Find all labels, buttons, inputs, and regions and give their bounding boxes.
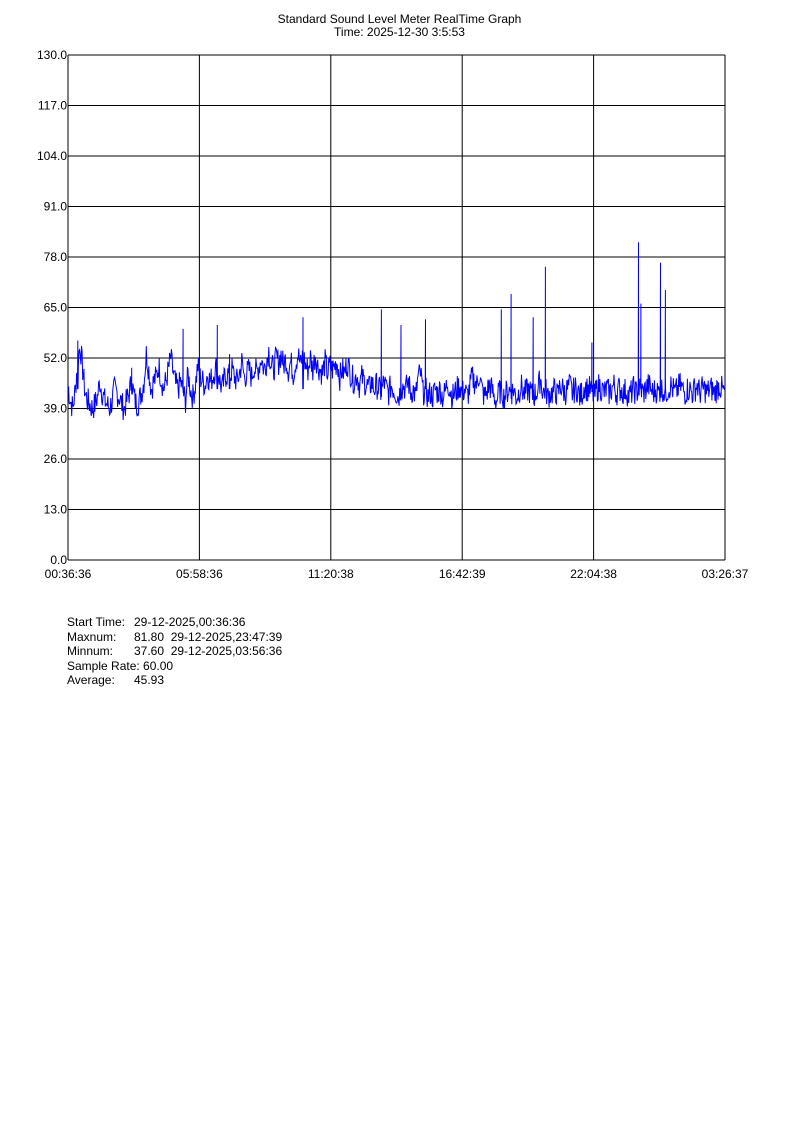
y-tick-label: 52.0 — [44, 351, 68, 365]
stat-min-label: Minnum: — [67, 644, 114, 658]
stat-max-value: 81.80 29-12-2025,23:47:39 — [134, 629, 283, 644]
sound-level-chart: 0.0 13.0 26.0 39.0 52.0 65.0 78.0 91.0 104.0 117.… — [37, 48, 749, 581]
stat-avg-value: 45.93 — [134, 673, 165, 687]
y-tick-label: 39.0 — [44, 402, 68, 416]
grid-layer — [67, 54, 726, 561]
x-tick-label: 22:04:38 — [570, 567, 617, 581]
y-tick-label: 65.0 — [44, 301, 68, 315]
stat-average: Average: 45.93 — [67, 673, 282, 688]
chart-title: Standard Sound Level Meter RealTime Grap… — [277, 12, 522, 26]
y-tick-label: 91.0 — [44, 200, 68, 214]
chart-subtitle: Time: 2025-12-30 3:5:53 — [334, 25, 465, 39]
x-tick-label: 11:20:38 — [308, 567, 354, 581]
y-tick-label: 13.0 — [44, 503, 68, 517]
axis-label-layer: 0.0 13.0 26.0 39.0 52.0 65.0 78.0 91.0 104.0 117.… — [37, 48, 749, 581]
sound-level-series-line — [67, 242, 726, 421]
stat-min: Minnum: 37.60 29-12-2025,03:56:36 — [67, 644, 282, 659]
stat-rate-label: Sample Rate: — [67, 658, 140, 673]
stat-avg-label: Average: — [67, 673, 115, 687]
y-tick-label: 104.0 — [37, 149, 67, 163]
y-tick-label: 0.0 — [50, 553, 67, 567]
stat-max: Maxnum: 81.80 29-12-2025,23:47:39 — [67, 630, 282, 645]
statistics-panel: Start Time: 29-12-2025,00:36:36 Maxnum: 81… — [67, 615, 282, 688]
stat-start-label: Start Time: — [67, 615, 126, 629]
stat-sample-rate: Sample Rate: 60.00 — [67, 659, 282, 674]
stat-rate-value: 60.00 — [143, 658, 174, 673]
x-tick-label: 00:36:36 — [45, 567, 92, 581]
y-tick-label: 26.0 — [44, 452, 68, 466]
x-tick-label: 05:58:36 — [176, 567, 223, 581]
chart-title-block: Standard Sound Level Meter RealTime Grap… — [0, 13, 793, 39]
y-tick-label: 130.0 — [37, 48, 67, 62]
stat-start-value: 29-12-2025,00:36:36 — [134, 615, 246, 629]
y-tick-label: 78.0 — [44, 250, 68, 264]
stat-min-value: 37.60 29-12-2025,03:56:36 — [134, 644, 283, 658]
x-tick-label: 03:26:37 — [702, 567, 749, 581]
y-tick-label: 117.0 — [38, 99, 67, 113]
x-tick-label: 16:42:39 — [439, 567, 486, 581]
series-layer — [67, 242, 726, 421]
stat-max-label: Maxnum: — [67, 629, 117, 644]
stat-start-time: Start Time: 29-12-2025,00:36:36 — [67, 615, 282, 630]
